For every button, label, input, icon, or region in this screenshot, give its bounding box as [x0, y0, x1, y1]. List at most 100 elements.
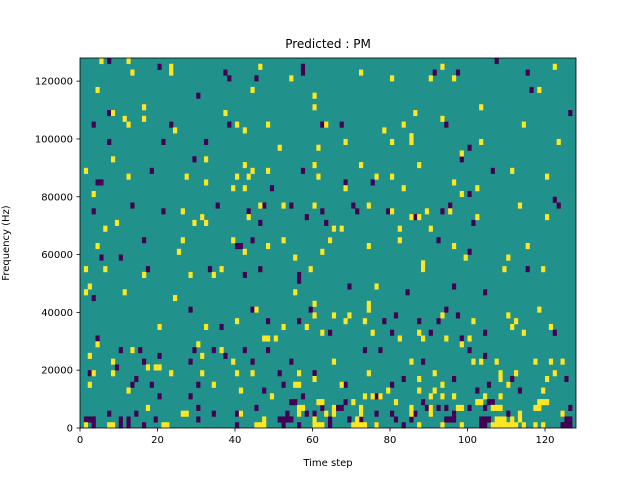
heatmap-cell-high [498, 404, 503, 411]
heatmap-cell-low [556, 202, 561, 209]
heatmap-cell-high [331, 410, 337, 417]
heatmap-cell-high [87, 352, 92, 359]
heatmap-cell-low [328, 422, 333, 429]
heatmap-cell-low [289, 202, 294, 209]
heatmap-cell-low [312, 370, 317, 377]
heatmap-cell-high [95, 86, 100, 93]
heatmap-cell-low [370, 179, 375, 186]
heatmap-cell-high [231, 358, 236, 365]
heatmap-cell-low [142, 237, 147, 244]
y-tick-label: 100000 [35, 134, 73, 145]
heatmap-cell-high [157, 323, 162, 331]
heatmap-cell-low [413, 214, 418, 221]
heatmap-cell-low [409, 416, 414, 423]
heatmap-cell-low [452, 416, 457, 423]
heatmap-cell-high [459, 422, 464, 429]
heatmap-cell-low [297, 277, 302, 284]
heatmap-cell-high [169, 69, 174, 76]
heatmap-cell-low [266, 318, 271, 325]
heatmap-cell-high [537, 306, 542, 313]
heatmap-cell-low [393, 416, 399, 423]
heatmap-cell-low [525, 69, 530, 76]
heatmap-cell-low [130, 202, 135, 209]
heatmap-cell-high [312, 162, 317, 169]
heatmap-cell-high [351, 399, 356, 406]
heatmap-cell-high [269, 393, 275, 400]
heatmap-cell-high [401, 121, 406, 128]
heatmap-cell-high [537, 86, 542, 93]
heatmap-cell-low [227, 121, 232, 128]
heatmap-cell-high [173, 295, 178, 302]
heatmap-cell-low [107, 110, 112, 117]
heatmap-cell-low [262, 202, 267, 209]
heatmap-cell-high [343, 318, 348, 325]
heatmap-cell-low [448, 202, 453, 209]
heatmap-cell-high [517, 416, 523, 423]
heatmap-cell-high [320, 422, 325, 429]
heatmap-cell-low [374, 410, 379, 417]
heatmap-cell-high [250, 370, 255, 377]
heatmap-cell-low [312, 410, 317, 417]
heatmap-cell-low [401, 375, 406, 383]
heatmap-cell-high [238, 410, 244, 417]
heatmap-cell-low [444, 416, 449, 423]
heatmap-cell-low [393, 312, 399, 319]
heatmap-cell-high [440, 312, 445, 319]
heatmap-cell-low [568, 422, 573, 429]
heatmap-cell-high [297, 370, 302, 377]
heatmap-cell-low [390, 410, 395, 417]
heatmap-cell-high [397, 237, 402, 244]
heatmap-cell-high [502, 422, 507, 429]
heatmap-cell-high [452, 75, 457, 82]
heatmap-cell-high [262, 416, 267, 423]
heatmap-cell-high [250, 86, 255, 93]
heatmap-cell-low [204, 138, 209, 146]
heatmap-cell-high [417, 422, 422, 429]
heatmap-cell-high [87, 381, 92, 388]
heatmap-cell-low [467, 144, 472, 151]
heatmap-cell-low [300, 393, 306, 400]
heatmap-cell-high [494, 416, 499, 423]
heatmap-cell-high [432, 387, 437, 394]
heatmap-cell-high [401, 185, 406, 192]
plot-area [79, 57, 577, 429]
heatmap-cell-high [246, 214, 251, 221]
heatmap-cell-high [417, 375, 422, 383]
heatmap-cell-high [297, 404, 302, 411]
heatmap-cell-low [289, 416, 294, 423]
x-tick-label: 20 [151, 435, 164, 446]
heatmap-cell-low [510, 375, 515, 383]
heatmap-cell-high [107, 422, 112, 429]
heatmap-cell-high [83, 289, 89, 296]
heatmap-cell-low [297, 271, 302, 278]
heatmap-cell-high [517, 202, 523, 209]
heatmap-cell-low [285, 410, 290, 417]
heatmap-cell-low [471, 219, 476, 226]
y-tick-label: 60000 [41, 250, 73, 261]
heatmap-cell-high [95, 243, 100, 250]
heatmap-cell-high [91, 190, 96, 198]
heatmap-cell-low [452, 283, 457, 290]
heatmap-cell-high [331, 404, 337, 411]
heatmap-cell-high [304, 323, 309, 331]
heatmap-cell-high [235, 121, 240, 128]
heatmap-cell-high [99, 58, 104, 65]
heatmap-cell-high [180, 237, 185, 244]
heatmap-cell-low [448, 416, 453, 423]
heatmap-cell-low [421, 358, 426, 365]
heatmap-cell-low [281, 422, 286, 429]
heatmap-cell-high [242, 248, 247, 255]
heatmap-cell-high [266, 121, 271, 128]
heatmap-cell-high [514, 318, 519, 325]
heatmap-cell-low [161, 138, 166, 146]
heatmap-cell-high [397, 335, 402, 342]
heatmap-cell-low [250, 358, 255, 365]
heatmap-cell-low [347, 283, 352, 290]
heatmap-cell-low [355, 208, 360, 215]
heatmap-cell-high [142, 115, 147, 122]
heatmap-cell-low [467, 190, 472, 198]
heatmap-cell-low [382, 318, 387, 325]
heatmap-cell-low [424, 404, 430, 411]
heatmap-cell-high [428, 404, 433, 411]
heatmap-cell-low [107, 58, 112, 65]
